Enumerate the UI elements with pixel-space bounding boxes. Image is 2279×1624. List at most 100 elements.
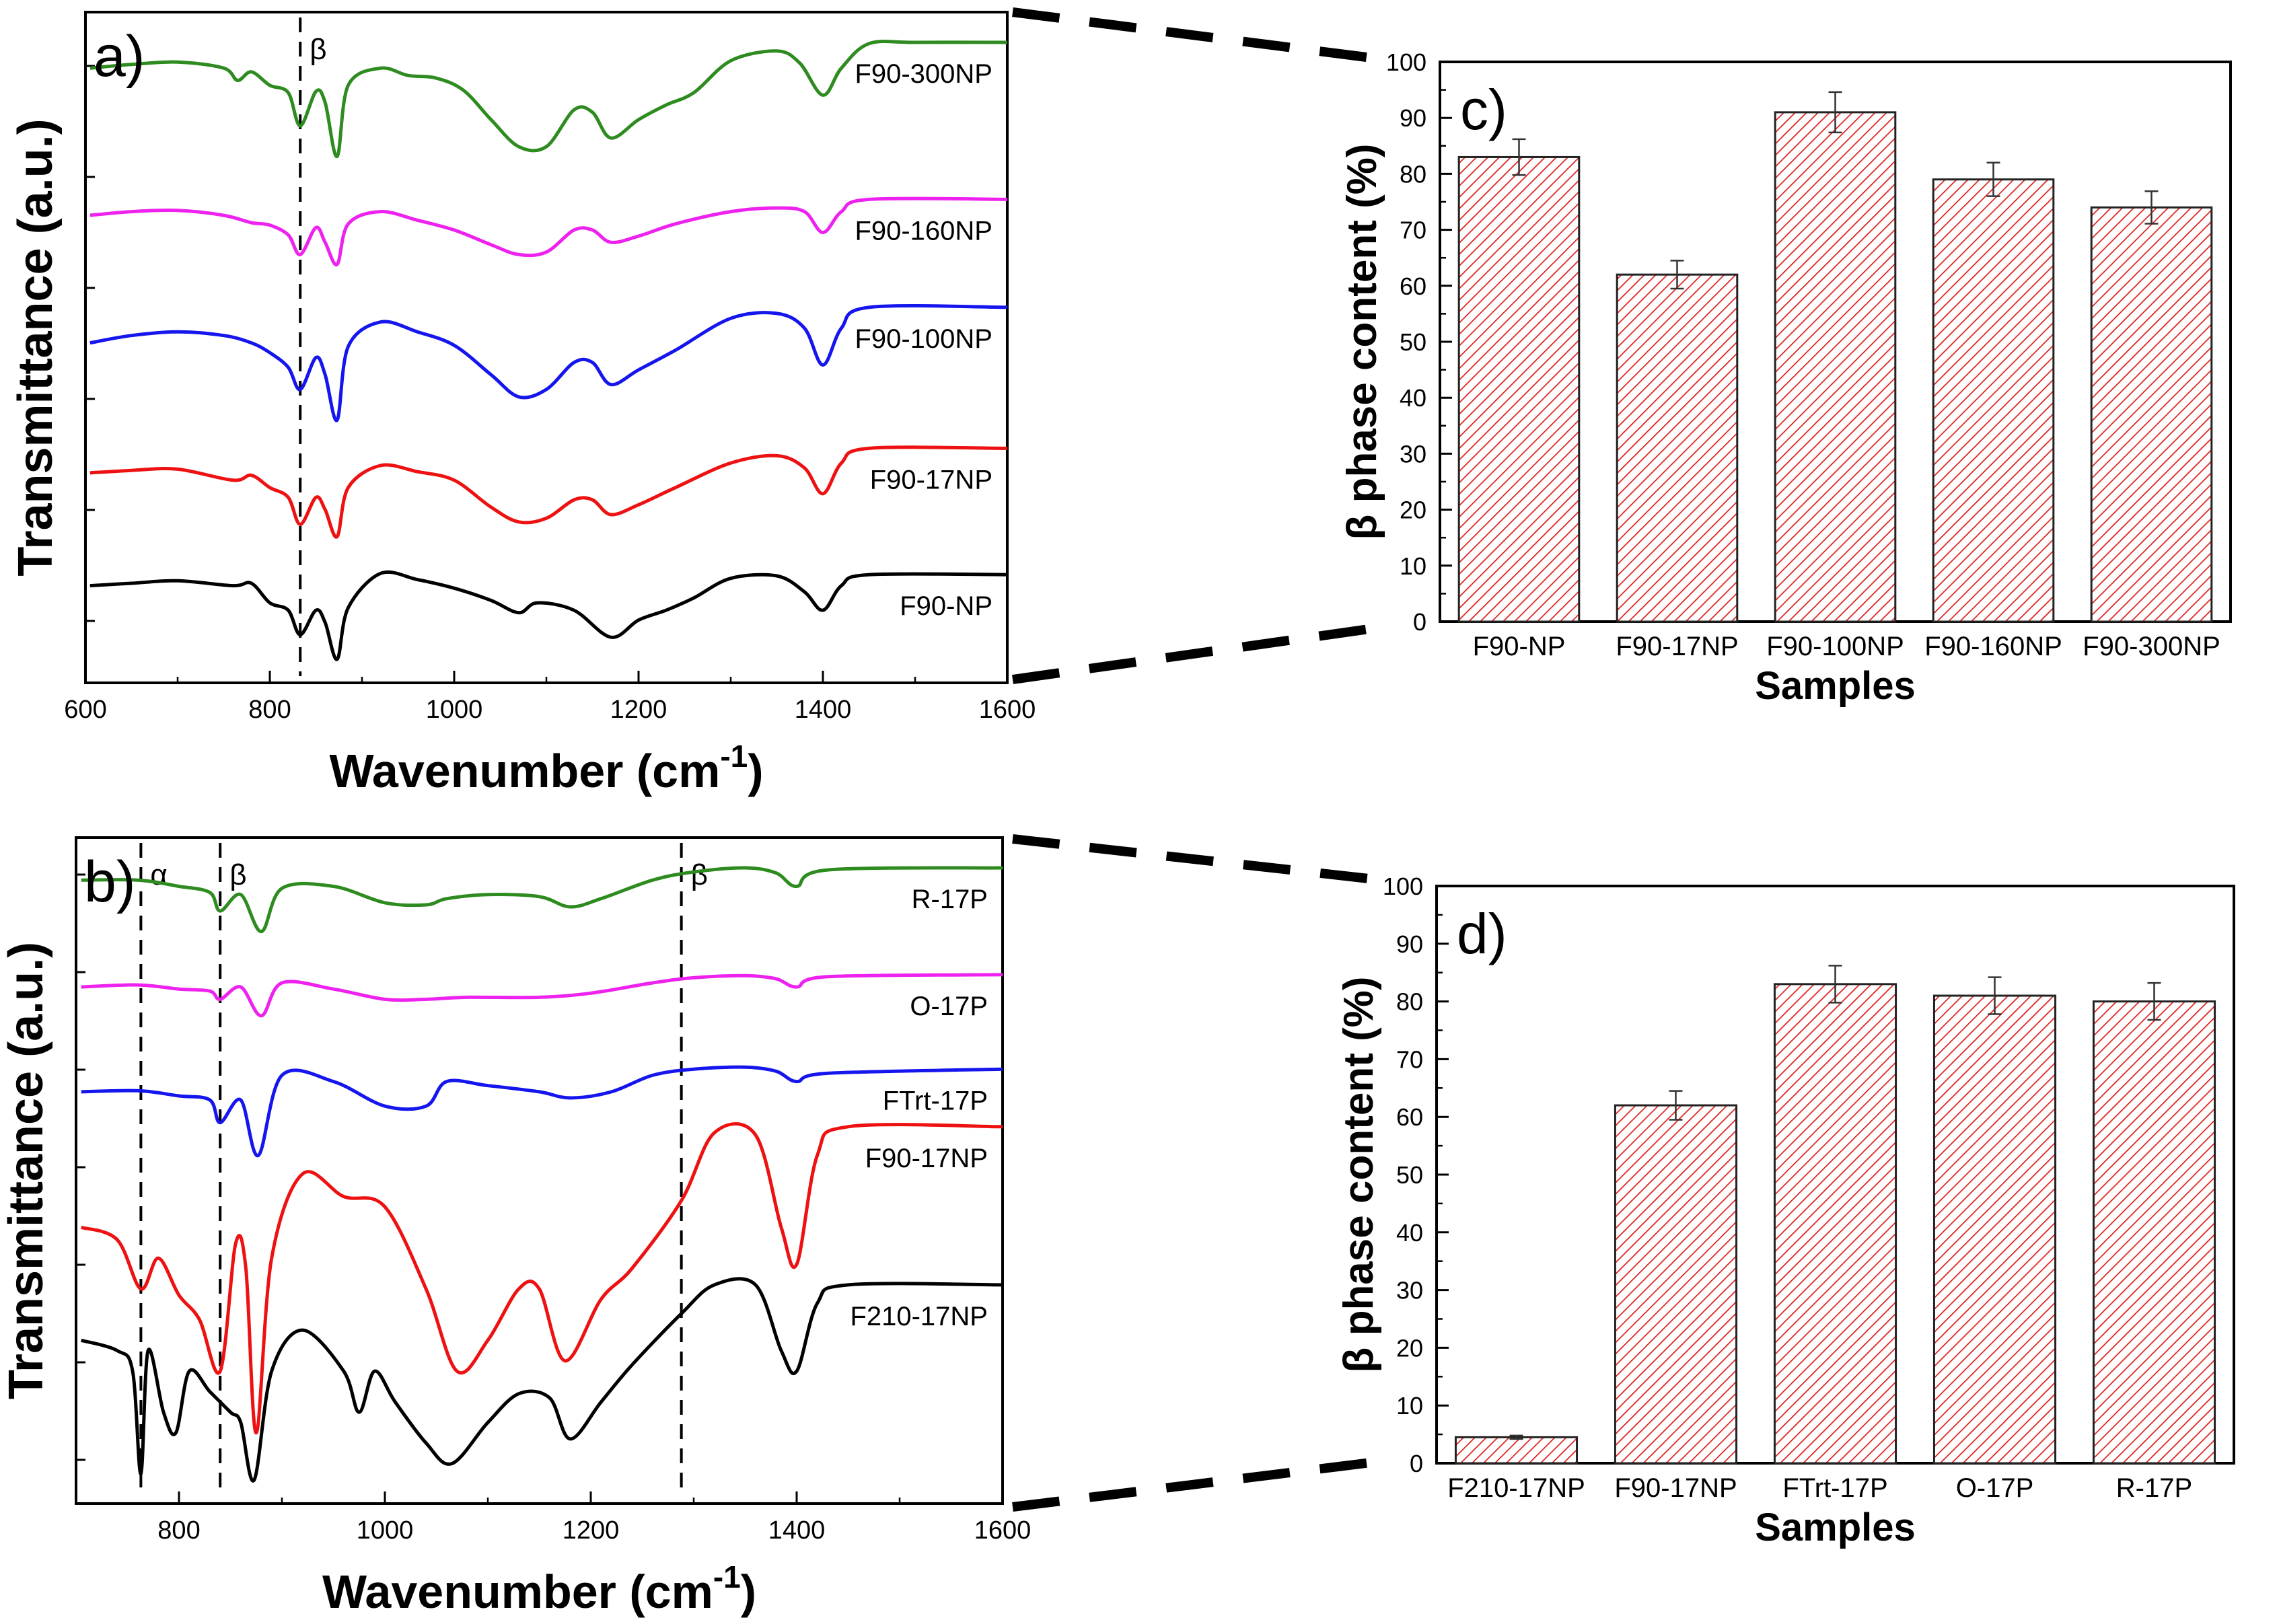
x-tick-label: 1000 [357, 1516, 414, 1545]
series-label-ftrt-17p: FTrt-17P [883, 1086, 988, 1115]
series-label-f90-100np: F90-100NP [855, 324, 992, 354]
y-tick-label: 60 [1396, 1103, 1423, 1131]
x-tick-label: 1400 [795, 696, 852, 724]
x-tick-label-ftrt-17p: FTrt-17P [1782, 1473, 1887, 1503]
bar-f90-np [1457, 155, 1581, 623]
y-tick-label: 0 [1413, 608, 1426, 636]
bar-f90-17np [1614, 1104, 1738, 1465]
reference-label-: β [691, 858, 708, 891]
panel-a-ftir-spectra: 600 800 1000 1200 1400 1600 β F90-300NP F90-160N… [9, 11, 1036, 797]
x-tick-label-o-17p: O-17P [1956, 1473, 2034, 1503]
plot-frame [75, 836, 1004, 1505]
bar-f210-17np [1454, 1436, 1579, 1465]
y-tick-label: 80 [1396, 988, 1423, 1016]
y-tick-label: 100 [1386, 48, 1426, 76]
series-line-f90-300np [89, 40, 1008, 159]
y-tick-label: 40 [1400, 384, 1426, 412]
y-tick-label: 20 [1396, 1334, 1423, 1362]
bar-ftrt-17p [1773, 983, 1897, 1465]
series-label-f90-17np: F90-17NP [865, 1144, 988, 1173]
x-axis-title: Samples [1755, 664, 1916, 708]
x-tick-label-f90-np: F90-NP [1473, 632, 1566, 661]
y-tick-label: 90 [1396, 930, 1423, 958]
bar-f90-100np [1774, 111, 1897, 623]
x-tick-label: 1600 [974, 1516, 1032, 1545]
x-tick-label: 600 [64, 696, 106, 724]
x-tick-label-f90-100np: F90-100NP [1766, 632, 1904, 661]
x-tick-label-f90-160np: F90-160NP [1924, 632, 2062, 661]
x-axis-title: Wavenumber (cm-1) [329, 739, 763, 797]
x-tick-label: 800 [157, 1516, 200, 1545]
y-tick-label: 70 [1400, 217, 1426, 244]
panel-label: d) [1457, 902, 1507, 965]
reference-label-: β [310, 33, 326, 66]
x-tick-label: 1200 [610, 696, 667, 724]
series-label-f210-17np: F210-17NP [850, 1302, 988, 1331]
y-tick-label: 30 [1396, 1277, 1423, 1304]
y-tick-label: 60 [1400, 272, 1426, 300]
series-label-f90-17np: F90-17NP [870, 465, 992, 494]
y-tick-label: 0 [1410, 1450, 1423, 1477]
series-line-f90-17np [80, 1122, 1003, 1435]
x-tick-label-r-17p: R-17P [2116, 1473, 2192, 1503]
reference-label-: α [150, 858, 167, 891]
x-axis-unit-suffix: ) [748, 745, 763, 797]
panel-label: b) [84, 850, 135, 914]
series-line-f210-17np [81, 1277, 1003, 1483]
y-tick-label: 90 [1400, 104, 1426, 132]
y-tick-label: 80 [1400, 160, 1426, 188]
x-axis-title-main: Wavenumber [329, 745, 636, 797]
bar-f90-300np [2090, 206, 2213, 623]
connector-b-top [1012, 834, 1394, 886]
series-line-f90-100np [89, 303, 1008, 422]
series-label-r-17p: R-17P [912, 885, 988, 914]
panel-c-beta-phase-bar-chart: 0 10 20 30 40 50 60 70 80 90 100 F90-NP F90-17NP F90-… [1339, 48, 2232, 708]
x-axis-title: Wavenumber (cm-1) [322, 1559, 756, 1618]
x-tick-label-f210-17np: F210-17NP [1447, 1473, 1585, 1503]
x-axis-unit-sup: -1 [713, 1559, 741, 1594]
x-tick-label: 800 [248, 696, 291, 724]
x-tick-label: 1000 [426, 696, 483, 724]
x-tick-label: 1400 [768, 1516, 826, 1545]
bar-o-17p [1932, 994, 2057, 1465]
y-tick-label: 50 [1400, 328, 1426, 356]
panel-d-beta-phase-bar-chart: 0 10 20 30 40 50 60 70 80 90 100 F210-17NP F90-17NP F… [1336, 873, 2235, 1549]
x-axis-unit-suffix: ) [741, 1565, 756, 1618]
x-axis-unit-prefix: (cm [629, 1565, 713, 1618]
y-tick-label: 20 [1400, 496, 1426, 524]
panel-b-ftir-spectra: 800 1000 1200 1400 1600 α β β R-17P O-17P FTrt-17P… [0, 836, 1032, 1618]
zoom-connectors [1012, 7, 1394, 1512]
bar-f90-17np [1616, 273, 1739, 623]
x-axis-title: Samples [1755, 1506, 1916, 1549]
x-axis-title-main: Wavenumber [322, 1565, 629, 1618]
y-tick-label: 10 [1400, 552, 1426, 580]
series-line-f90-np [89, 570, 1008, 661]
series-line-o-17p [81, 973, 1003, 1018]
y-tick-label: 70 [1396, 1045, 1423, 1073]
x-tick-label-f90-17np: F90-17NP [1616, 632, 1738, 661]
x-tick-label-f90-300np: F90-300NP [2083, 632, 2220, 661]
y-axis-title: β phase content (%) [1339, 144, 1385, 540]
y-tick-label: 50 [1396, 1161, 1423, 1189]
x-tick-label-f90-17np: F90-17NP [1614, 1473, 1737, 1503]
y-axis-title: β phase content (%) [1336, 977, 1382, 1373]
y-tick-label: 40 [1396, 1219, 1423, 1247]
x-tick-label: 1600 [979, 696, 1036, 724]
series-line-ftrt-17p [81, 1065, 1003, 1158]
y-axis-title: Transmittance (a.u.) [9, 118, 63, 576]
x-axis-unit-sup: -1 [720, 739, 748, 774]
panel-label: c) [1460, 78, 1507, 141]
y-tick-label: 10 [1396, 1392, 1423, 1419]
y-tick-label: 30 [1400, 440, 1426, 468]
series-label-f90-300np: F90-300NP [855, 59, 992, 89]
reference-label-: β [229, 858, 246, 891]
x-tick-label: 1200 [563, 1516, 620, 1545]
x-axis-unit-prefix: (cm [637, 745, 720, 797]
bar-r-17p [2092, 1000, 2216, 1465]
y-tick-label: 100 [1383, 873, 1423, 900]
connector-b-bottom [1012, 1455, 1394, 1512]
series-line-f90-17np [89, 445, 1008, 539]
y-axis-title: Transmittance (a.u.) [0, 942, 53, 1399]
panel-label: a) [94, 24, 145, 89]
